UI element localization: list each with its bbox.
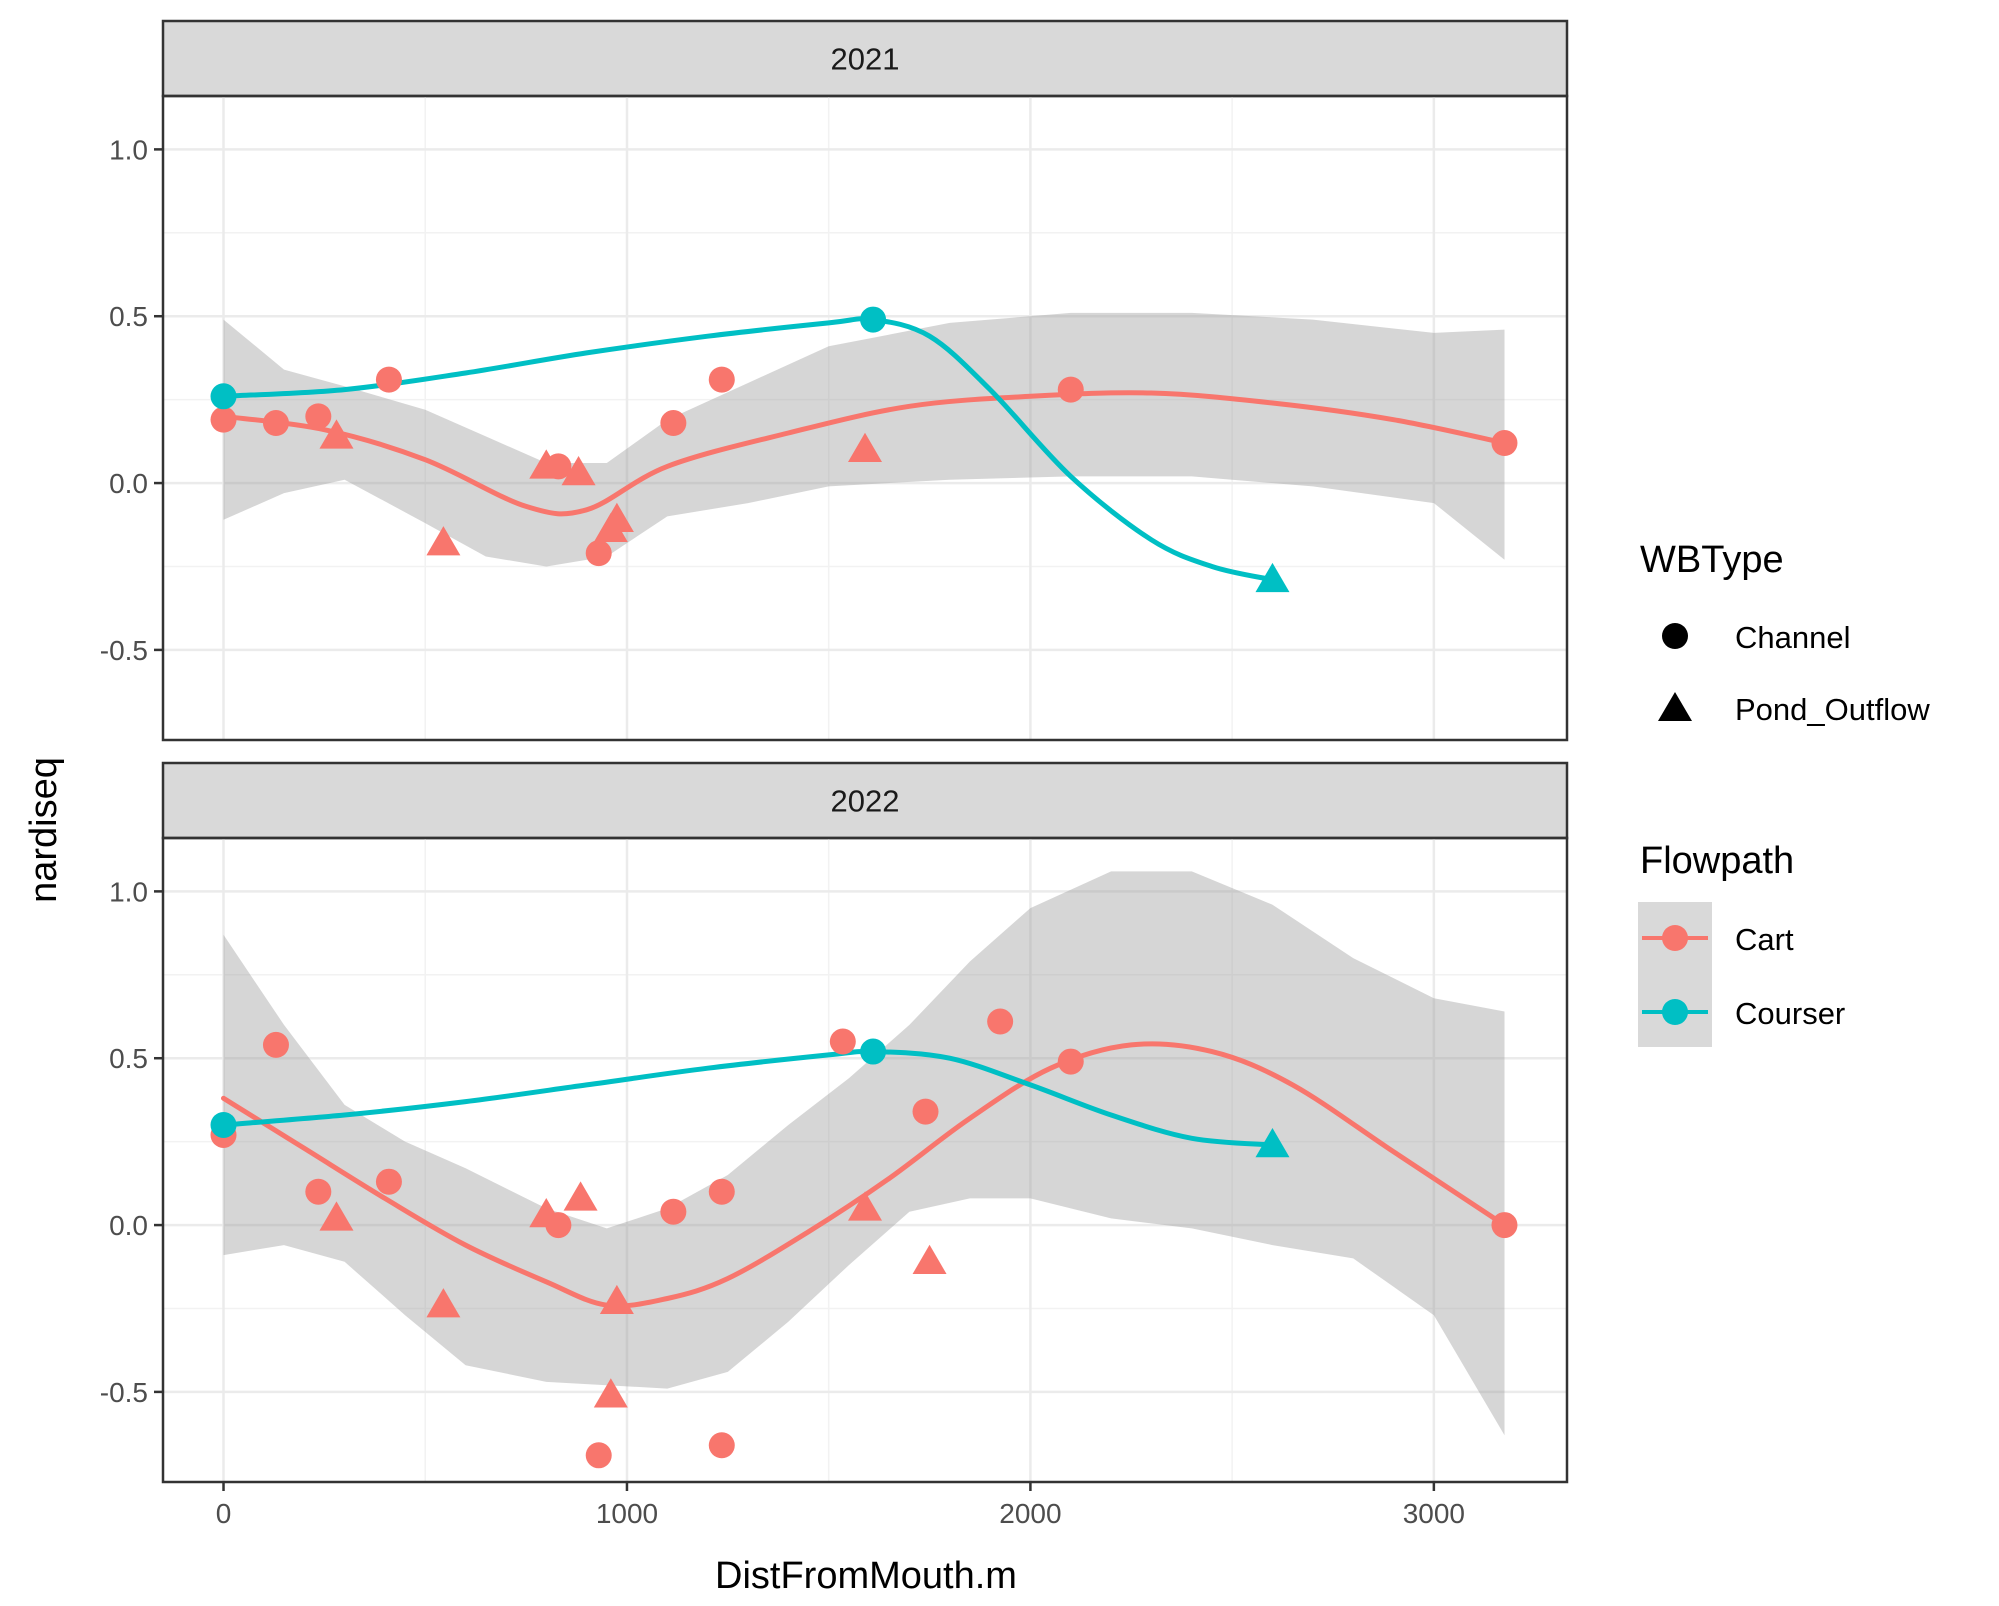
- data-point-cart-circle: [709, 367, 735, 393]
- data-point-cart-circle: [1058, 1049, 1084, 1075]
- data-point-cart-circle: [263, 410, 289, 436]
- legend-label-cart: Cart: [1735, 922, 1794, 957]
- y-tick-label: -0.5: [100, 635, 148, 666]
- y-tick-label: 1.0: [109, 876, 148, 907]
- y-tick-label: 0.5: [109, 1043, 148, 1074]
- data-point-cart-circle: [545, 1212, 571, 1238]
- data-point-cart-circle: [709, 1179, 735, 1205]
- y-tick-label: -0.5: [100, 1377, 148, 1408]
- data-point-cart-circle: [305, 1179, 331, 1205]
- data-point-cart-circle: [586, 1442, 612, 1468]
- data-point-cart-circle: [913, 1099, 939, 1125]
- x-tick-label: 0: [216, 1498, 232, 1529]
- data-point-cart-circle: [709, 1432, 735, 1458]
- y-tick-label: 0.5: [109, 301, 148, 332]
- legend-flowpath-title: Flowpath: [1640, 840, 1794, 882]
- data-point-cart-circle: [660, 1199, 686, 1225]
- data-point-courser-circle: [860, 1039, 886, 1065]
- y-tick-label: 1.0: [109, 134, 148, 165]
- data-point-cart-circle: [660, 410, 686, 436]
- data-point-cart-circle: [1058, 377, 1084, 403]
- data-point-cart-circle: [211, 407, 237, 433]
- data-point-cart-circle: [376, 1169, 402, 1195]
- facet-strip-label: 2021: [831, 42, 900, 77]
- legend-circle-icon: [1662, 623, 1688, 649]
- facet-strip-label: 2022: [831, 784, 900, 819]
- data-point-cart-circle: [263, 1032, 289, 1058]
- legend-label-channel: Channel: [1735, 620, 1850, 655]
- legend-cart-dot-icon: [1662, 925, 1688, 951]
- data-point-cart-circle: [586, 540, 612, 566]
- y-axis-title: nardiseq: [23, 757, 65, 903]
- legend-label-pond-outflow: Pond_Outflow: [1735, 692, 1930, 727]
- legend-courser-dot-icon: [1662, 999, 1688, 1025]
- x-tick-label: 3000: [1403, 1498, 1465, 1529]
- x-tick-label: 1000: [596, 1498, 658, 1529]
- data-point-cart-circle: [1491, 430, 1517, 456]
- data-point-cart-circle: [830, 1029, 856, 1055]
- data-point-cart-circle: [305, 403, 331, 429]
- data-point-cart-circle: [376, 367, 402, 393]
- legend-key-background: [1638, 902, 1712, 1047]
- y-tick-label: 0.0: [109, 468, 148, 499]
- x-axis-title: DistFromMouth.m: [715, 1555, 1017, 1597]
- legend-wbtype-title: WBType: [1640, 539, 1784, 581]
- data-point-courser-circle: [211, 1112, 237, 1138]
- data-point-courser-circle: [860, 307, 886, 333]
- data-point-cart-circle: [987, 1009, 1013, 1035]
- y-tick-label: 0.0: [109, 1210, 148, 1241]
- data-point-courser-circle: [211, 383, 237, 409]
- x-tick-label: 2000: [999, 1498, 1061, 1529]
- data-point-cart-circle: [1491, 1212, 1517, 1238]
- legend-label-courser: Courser: [1735, 996, 1845, 1031]
